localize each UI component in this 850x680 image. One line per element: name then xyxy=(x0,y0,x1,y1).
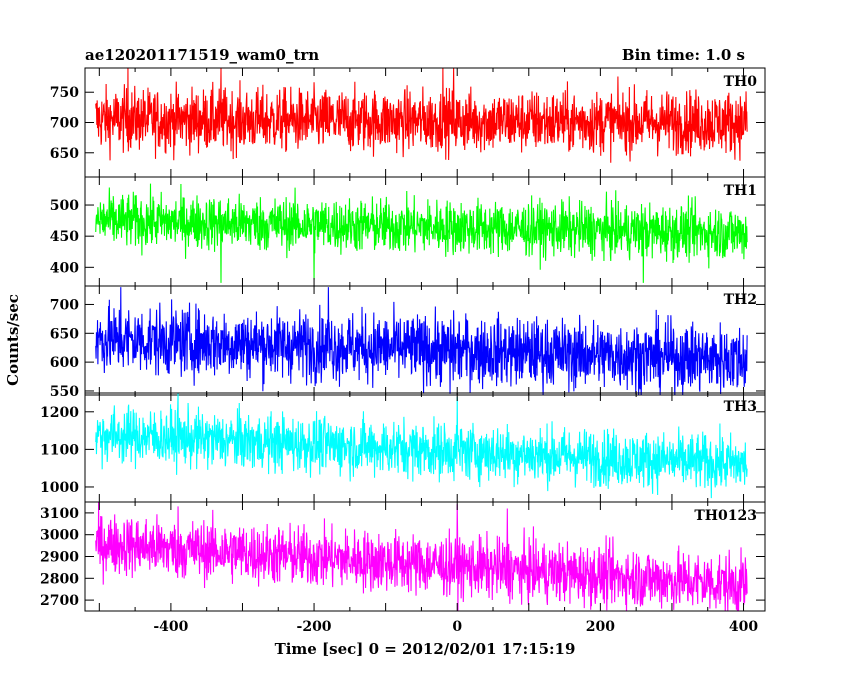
series-line-th1 xyxy=(95,183,748,283)
series-line-th2 xyxy=(95,287,748,395)
x-tick-label: 0 xyxy=(452,619,462,635)
y-tick-label-th0123: 3100 xyxy=(40,506,79,522)
y-tick-label-th0: 700 xyxy=(50,116,79,132)
x-axis-label: Time [sec] 0 = 2012/02/01 17:15:19 xyxy=(275,640,576,658)
panel-label-th1: TH1 xyxy=(724,183,757,199)
y-tick-label-th3: 1200 xyxy=(40,405,79,421)
series-line-th3 xyxy=(95,393,748,499)
y-tick-label-th2: 700 xyxy=(50,297,79,313)
x-tick-label: 400 xyxy=(729,619,758,635)
y-tick-label-th2: 650 xyxy=(50,326,79,342)
panel-label-th0: TH0 xyxy=(724,74,758,90)
x-tick-label: -200 xyxy=(297,619,332,635)
x-tick-label: 200 xyxy=(586,619,615,635)
y-tick-label-th0123: 2800 xyxy=(40,571,79,587)
y-tick-label-th1: 450 xyxy=(50,229,79,245)
y-tick-label-th0: 750 xyxy=(50,85,79,101)
panel-label-th0123: TH0123 xyxy=(694,508,757,524)
y-tick-label-th2: 550 xyxy=(50,384,79,400)
chart-title-right: Bin time: 1.0 s xyxy=(622,46,745,64)
y-tick-label-th0123: 2900 xyxy=(40,550,79,566)
y-tick-label-th3: 1100 xyxy=(40,442,79,458)
y-tick-label-th2: 600 xyxy=(50,355,79,371)
panel-label-th3: TH3 xyxy=(724,399,757,415)
chart-title-left: ae120201171519_wam0_trn xyxy=(85,46,319,64)
y-tick-label-th3: 1000 xyxy=(40,480,79,496)
series-line-th0 xyxy=(95,68,748,163)
panels-group: 650 700 750 TH0 400 450 500 TH1 550 600 650 700 TH2 1… xyxy=(40,67,766,635)
series-line-th0123 xyxy=(95,502,748,611)
panel-label-th2: TH2 xyxy=(724,292,757,308)
y-tick-label-th0123: 3000 xyxy=(40,528,79,544)
y-tick-label-th0: 650 xyxy=(50,146,79,162)
y-tick-label-th1: 400 xyxy=(50,260,79,276)
y-axis-label: Counts/sec xyxy=(4,294,22,386)
y-tick-label-th1: 500 xyxy=(50,198,79,214)
x-tick-label: -400 xyxy=(153,619,188,635)
panel-frame-th2 xyxy=(84,285,766,396)
y-tick-label-th0123: 2700 xyxy=(40,593,79,609)
